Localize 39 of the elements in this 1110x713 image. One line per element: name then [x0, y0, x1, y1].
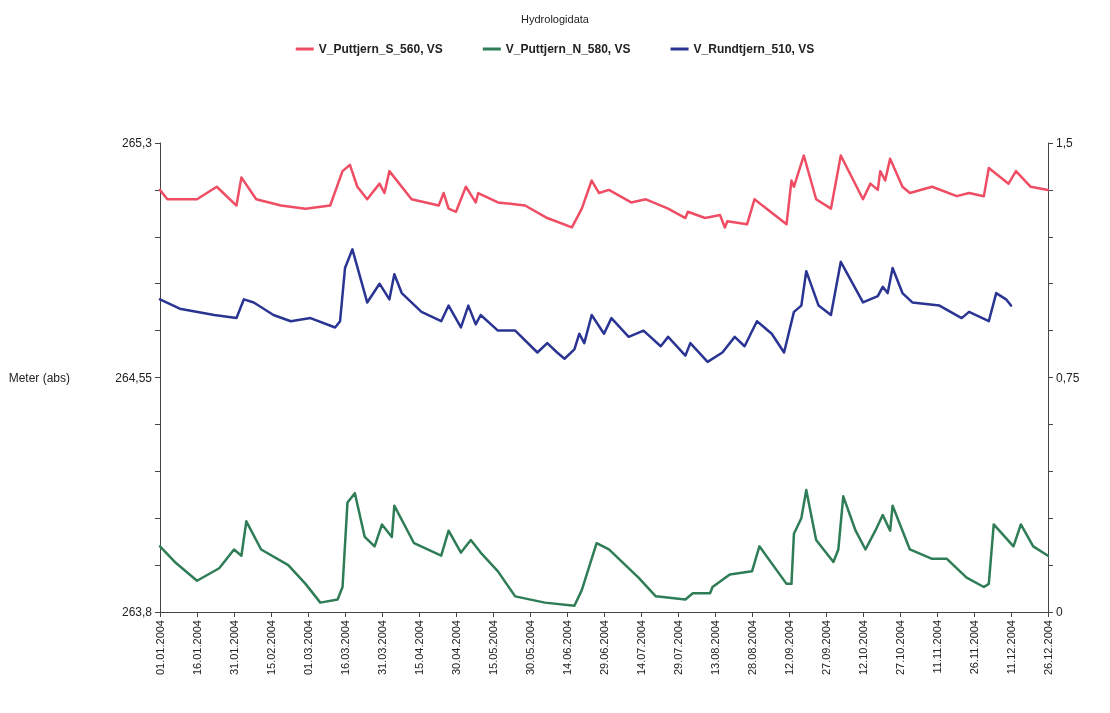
x-tick-label: 27.09.2004 [820, 620, 832, 676]
x-tick-label: 14.07.2004 [635, 620, 647, 676]
x-tick-label: 31.03.2004 [376, 620, 388, 676]
x-tick-label: 01.03.2004 [302, 620, 314, 676]
y2-tick-label: 0 [1056, 605, 1063, 619]
x-tick-label: 31.01.2004 [228, 620, 240, 676]
x-tick-label: 13.08.2004 [709, 620, 721, 676]
y2-tick-label: 0,75 [1056, 370, 1080, 385]
legend-label: V_Puttjern_N_580, VS [505, 42, 631, 56]
y2-tick-label: 1,5 [1056, 136, 1074, 150]
x-tick-label: 30.05.2004 [524, 620, 536, 676]
x-tick-label: 26.12.2004 [1042, 620, 1054, 676]
x-tick-label: 16.03.2004 [339, 620, 351, 676]
x-tick-label: 11.12.2004 [1005, 620, 1017, 675]
line-series [158, 488, 1050, 607]
y-tick-label: 263,8 [121, 605, 153, 619]
legend-label: V_Rundtjern_510, VS [693, 42, 815, 56]
x-tick-label: 01.01.2004 [154, 620, 166, 676]
legend-label: V_Puttjern_S_560, VS [318, 42, 443, 56]
line-series [158, 248, 1013, 364]
x-tick-label: 30.04.2004 [450, 620, 462, 676]
y-tick-label: 265,3 [121, 136, 153, 150]
x-tick-label: 15.04.2004 [413, 620, 425, 676]
x-tick-label: 14.06.2004 [561, 620, 573, 676]
x-tick-label: 15.05.2004 [487, 620, 499, 676]
x-tick-label: 29.06.2004 [598, 620, 610, 676]
y-tick-label: 264,55 [115, 370, 153, 385]
x-tick-label: 12.09.2004 [783, 620, 795, 676]
y-axis-title: Meter (abs) [8, 370, 70, 385]
x-tick-label: 16.01.2004 [191, 620, 203, 676]
x-tick-label: 12.10.2004 [857, 620, 869, 676]
line-series [158, 154, 1050, 229]
x-tick-label: 29.07.2004 [672, 620, 684, 676]
x-tick-label: 26.11.2004 [968, 620, 980, 675]
x-tick-label: 27.10.2004 [894, 620, 906, 676]
x-tick-label: 15.02.2004 [265, 620, 277, 676]
x-tick-label: 11.11.2004 [931, 620, 943, 674]
chart-title: Hydrologidata [521, 12, 590, 25]
x-tick-label: 28.08.2004 [746, 620, 758, 676]
